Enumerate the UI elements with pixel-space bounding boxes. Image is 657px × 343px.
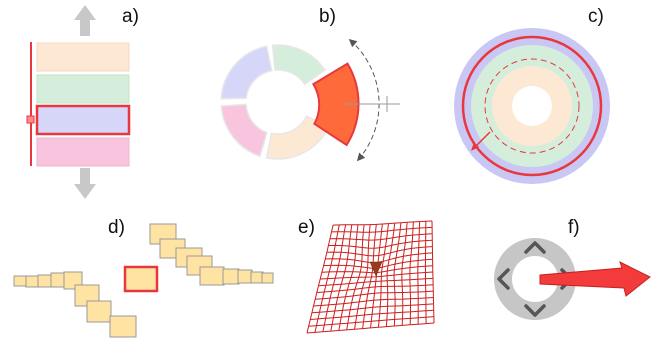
chain-square [109,315,137,338]
chain-square [86,300,112,323]
panel-c: c) [454,6,610,184]
chevron-left-icon[interactable] [497,268,510,290]
chain-square [199,266,225,286]
chain-square [13,275,27,287]
stack-box-peach [36,42,130,72]
mesh-col-line [377,223,389,328]
rotate-arc-dashed [348,38,380,162]
mesh-col-line [417,221,421,325]
donut-segment-pink [220,103,268,158]
chain-square [250,271,264,284]
drag-handle[interactable] [26,115,35,124]
stack-box-mint [36,74,130,104]
mesh-row-line [306,322,435,334]
chevron-down-icon[interactable] [524,304,546,317]
mesh-col-line [424,221,427,324]
panel-e-label: e) [298,217,315,238]
panel-a: a) [26,5,139,199]
ring-selected-red[interactable] [461,35,603,177]
panel-d-label: d) [108,217,125,238]
mesh-row-line [315,290,434,300]
ring-center-hole [512,86,552,126]
mesh-row-line [308,316,434,327]
direction-arrow-icon[interactable] [539,261,651,297]
down-arrow-icon [74,168,96,199]
mesh-row-line [318,277,434,287]
mesh-col-line [401,222,408,326]
donut-segment-peach [265,115,331,160]
panel-e: e) [298,217,435,334]
chain-square [37,274,52,288]
mesh-row-line [313,297,434,307]
chain-square [261,272,274,284]
mesh-pin-icon[interactable] [369,261,383,277]
mesh-row-line [310,309,434,320]
mesh-col-line [385,223,396,327]
chain-square [222,268,240,285]
mesh-col-line [393,222,402,327]
stack-box-pink [36,137,130,167]
ring-handle-arrow-icon [471,142,479,151]
mesh-row-line [311,303,434,314]
chevron-up-icon[interactable] [524,241,546,254]
donut-segment-lavender [220,45,273,100]
squares-chain [13,223,274,338]
mesh-row-line [320,271,433,280]
ring-dashed-guide [484,58,580,154]
mesh-col-line [431,220,435,324]
panel-c-label: c) [588,6,604,27]
stack-box-lavender-selected[interactable] [35,104,131,136]
chain-square [50,272,66,288]
panel-b-label: b) [319,6,336,27]
mesh-col-line [306,224,334,334]
panel-b: b) [220,6,400,162]
donut-segment-mint [271,44,327,86]
chain-square [25,275,39,288]
chain-square [237,269,253,284]
panel-f-label: f) [568,217,580,238]
mesh-col-line [409,221,414,325]
up-arrow-icon [74,5,96,36]
square-selected[interactable] [123,265,159,293]
panel-a-label: a) [122,6,139,27]
warp-mesh[interactable] [306,220,435,334]
panel-d: d) [13,217,274,338]
mesh-row-line [316,284,434,293]
panel-f: f) [494,217,651,320]
